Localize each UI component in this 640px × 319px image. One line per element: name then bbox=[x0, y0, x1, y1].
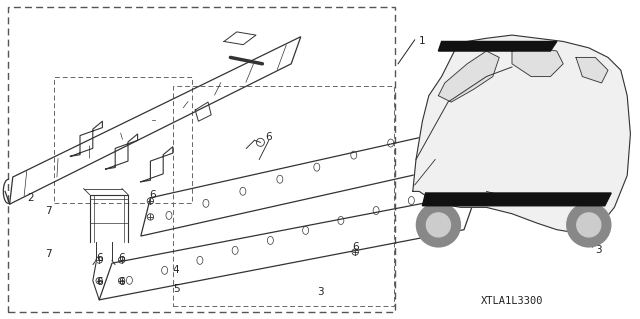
Text: 2: 2 bbox=[467, 105, 474, 115]
Text: 6: 6 bbox=[118, 277, 125, 287]
Bar bbox=[8, 7, 395, 312]
Circle shape bbox=[417, 203, 460, 247]
Polygon shape bbox=[438, 41, 557, 51]
Text: 2: 2 bbox=[28, 193, 34, 203]
Text: 5: 5 bbox=[173, 284, 179, 294]
Bar bbox=[54, 77, 192, 203]
Text: 4: 4 bbox=[173, 264, 179, 275]
Text: 3: 3 bbox=[595, 245, 602, 256]
Circle shape bbox=[426, 213, 451, 237]
Polygon shape bbox=[422, 193, 611, 206]
Polygon shape bbox=[413, 35, 630, 233]
Text: 3: 3 bbox=[317, 287, 323, 297]
Polygon shape bbox=[576, 57, 608, 83]
Text: 7: 7 bbox=[45, 249, 51, 259]
Text: 6: 6 bbox=[96, 277, 102, 287]
Circle shape bbox=[577, 213, 601, 237]
Circle shape bbox=[567, 203, 611, 247]
Text: 6: 6 bbox=[266, 132, 272, 142]
Text: 6: 6 bbox=[149, 189, 156, 200]
Text: 1: 1 bbox=[419, 36, 426, 47]
Bar bbox=[173, 86, 394, 306]
Text: XTLA1L3300: XTLA1L3300 bbox=[481, 296, 543, 307]
Polygon shape bbox=[438, 51, 499, 102]
Text: 6: 6 bbox=[352, 242, 358, 252]
Polygon shape bbox=[512, 48, 563, 77]
Text: 6: 6 bbox=[96, 253, 102, 263]
Text: 6: 6 bbox=[118, 253, 125, 263]
Text: 7: 7 bbox=[45, 205, 51, 216]
